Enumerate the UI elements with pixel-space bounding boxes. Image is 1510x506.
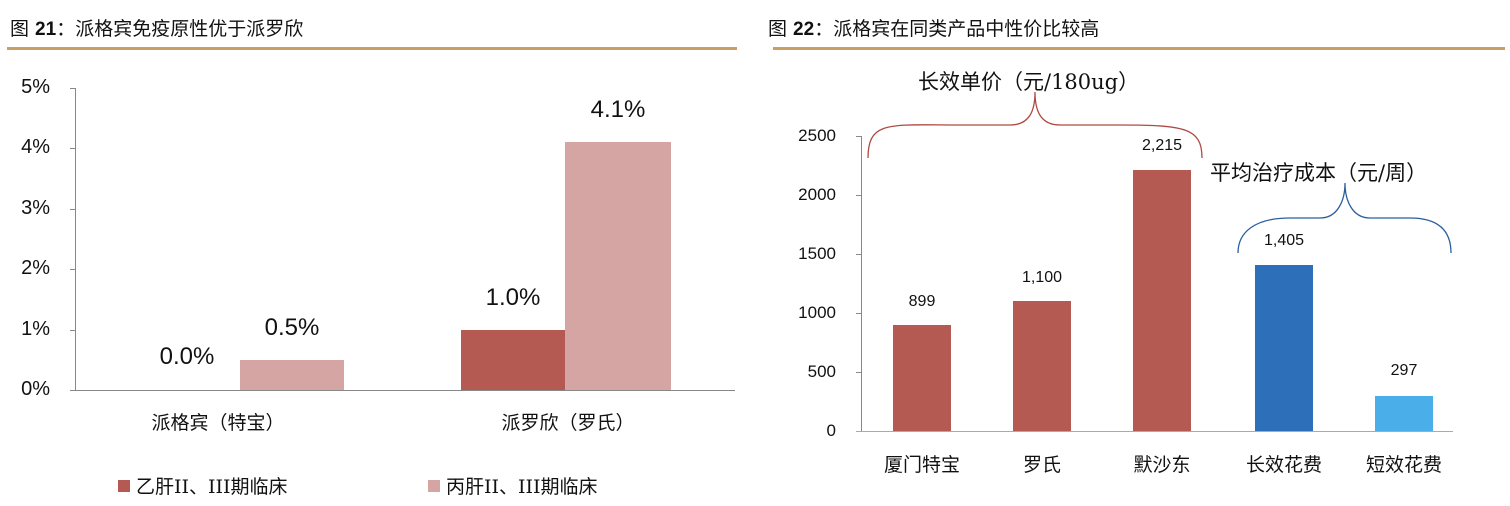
fig22-y-tick: [856, 372, 862, 373]
fig21-bar-hbv-pegasys: [461, 330, 565, 390]
fig21-bar-hcv-pegasys: [565, 142, 671, 390]
fig22-y-tick-label: 1000: [798, 303, 836, 322]
fig22-y-tick: [856, 313, 862, 314]
fig22-value-label: 899: [908, 293, 936, 310]
fig21-value-label: 0.5%: [264, 314, 320, 341]
fig21-bar-hcv-pegbing: [240, 360, 344, 390]
fig22-category-label: 厦门特宝: [883, 454, 960, 476]
fig22-value-label: 297: [1390, 362, 1418, 379]
fig21-y-axis: [75, 88, 76, 391]
legend-label: 乙肝II、III期临床: [136, 476, 288, 498]
fig21-category-label: 派罗欣（罗氏）: [501, 412, 635, 434]
brace-avg-cost-icon: [1237, 182, 1452, 254]
fig22-value-label: 2,215: [1141, 137, 1183, 154]
fig22-bar-roche: [1013, 301, 1071, 431]
fig22-y-tick: [856, 254, 862, 255]
fig21-title-rule: [7, 47, 737, 50]
fig21-title-prefix: 图: [10, 18, 36, 40]
fig22-value-label: 1,405: [1263, 232, 1305, 249]
fig22-bar-short-acting-cost: [1375, 396, 1433, 431]
fig21-value-label: 1.0%: [485, 284, 541, 311]
fig22-y-tick-label: 2000: [798, 185, 836, 204]
brace-long-unit-price-icon: [867, 91, 1203, 159]
fig22-category-label: 短效花费: [1365, 454, 1442, 476]
legend-swatch-icon: [428, 479, 440, 492]
fig22-title: 图 22：派格宾在同类产品中性价比较高: [768, 14, 1099, 41]
fig22-y-tick-label: 2500: [798, 126, 836, 145]
fig22-y-axis: [861, 136, 862, 432]
fig21-x-axis: [70, 390, 735, 391]
fig21-y-tick-label: 2%: [21, 257, 50, 279]
fig22-y-tick: [856, 195, 862, 196]
fig22-title-number: 22: [793, 19, 815, 40]
fig22-y-tick: [856, 136, 862, 137]
fig22-title-rule: [773, 47, 1505, 50]
fig21-category-label: 派格宾（特宝）: [151, 412, 285, 434]
fig22-bar-long-acting-cost: [1255, 265, 1313, 431]
fig22-category-label: 长效花费: [1245, 454, 1322, 476]
fig21-title-number: 21: [35, 19, 57, 40]
fig21-value-label: 0.0%: [159, 343, 215, 370]
fig21-y-tick-label: 5%: [21, 76, 50, 98]
fig22-category-label: 罗氏: [1022, 454, 1061, 476]
fig21-title: 图 21：派格宾免疫原性优于派罗欣: [10, 14, 303, 41]
fig21-y-tick: [70, 269, 76, 270]
legend-label: 丙肝II、III期临床: [446, 476, 598, 498]
fig22-bar-xiamen-tebao: [893, 325, 951, 431]
fig22-y-tick-label: 1500: [798, 244, 836, 263]
fig22-y-tick-label: 500: [807, 362, 836, 381]
fig22-category-label: 默沙东: [1133, 454, 1191, 476]
brace-label-avg-cost: 平均治疗成本（元/周）: [1210, 161, 1428, 185]
fig21-y-tick: [70, 88, 76, 89]
fig21-y-tick-label: 1%: [21, 318, 50, 340]
fig22-title-prefix: 图: [768, 18, 794, 40]
fig21-legend-hcv: 丙肝II、III期临床: [428, 472, 598, 499]
fig21-y-tick: [70, 330, 76, 331]
fig21-y-tick: [70, 209, 76, 210]
fig22-y-tick-label: 0: [826, 421, 836, 440]
fig21-y-tick-label: 0%: [21, 378, 50, 400]
legend-swatch-icon: [118, 479, 130, 492]
fig22-title-text: ：派格宾在同类产品中性价比较高: [814, 18, 1100, 40]
fig21-title-text: ：派格宾免疫原性优于派罗欣: [56, 18, 304, 40]
fig22-bar-msd: [1133, 170, 1191, 431]
fig21-y-tick-label: 3%: [21, 197, 50, 219]
fig21-value-label: 4.1%: [590, 96, 646, 123]
fig22-value-label: 1,100: [1021, 269, 1063, 286]
fig21-legend-hbv: 乙肝II、III期临床: [118, 472, 288, 499]
fig21-y-tick: [70, 148, 76, 149]
brace-label-long-unit-price: 长效单价（元/180ug）: [918, 70, 1140, 94]
fig21-y-tick-label: 4%: [21, 136, 50, 158]
fig22-x-axis: [856, 431, 1453, 432]
